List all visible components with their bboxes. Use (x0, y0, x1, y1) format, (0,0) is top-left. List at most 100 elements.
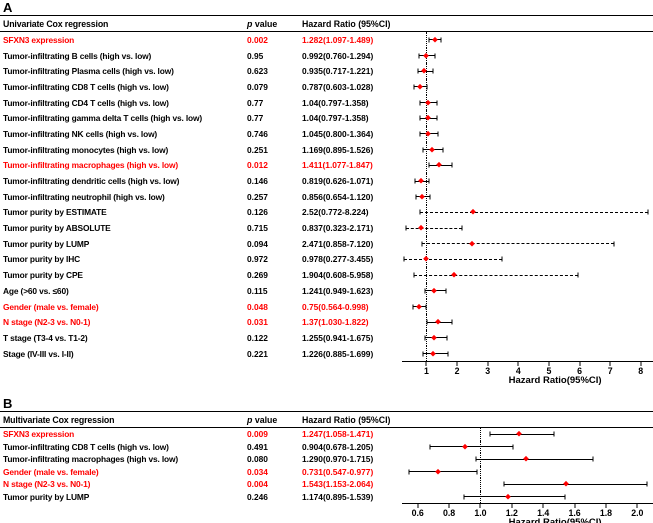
axis-tick (609, 362, 611, 366)
panel-b-header-row: Multivariate Cox regression p value Haza… (0, 411, 653, 428)
row-hr-ci: 0.787(0.603-1.028) (302, 81, 374, 92)
panel-a-header-model: Univariate Cox regression (3, 18, 109, 29)
row-p-value: 0.77 (247, 113, 264, 124)
row-p-value: 0.221 (247, 348, 268, 359)
ci-cap-high (425, 304, 427, 310)
panel-a-rows: SFXN3 expression 0.002 1.282(1.097-1.489) T… (0, 32, 653, 362)
row-label: Stage (IV-III vs. I-II) (3, 348, 74, 359)
hr-marker (435, 162, 443, 169)
panel-b-label: B (3, 396, 13, 411)
forest-row: Tumor-infiltrating Plasma cells (high vs… (0, 63, 653, 80)
pvalue-italic-p: p (247, 414, 253, 425)
ci-line (419, 211, 648, 213)
hr-marker (430, 350, 437, 357)
axis-tick-label: 1 (424, 366, 429, 377)
ci-cap-high (613, 241, 615, 247)
row-plot (402, 267, 653, 283)
hr-marker (428, 146, 435, 153)
row-plot (402, 440, 653, 453)
ci-cap-low (418, 53, 420, 59)
row-hr-ci: 1.247(1.058-1.471) (302, 429, 374, 440)
panel-a-label: A (3, 0, 13, 15)
reference-line (480, 478, 482, 491)
ci-cap-low (419, 209, 420, 215)
panel-a-univariate: A Univariate Cox regression p value Haza… (0, 1, 653, 386)
row-plot (402, 220, 653, 236)
ci-cap-high (451, 319, 453, 325)
row-plot (402, 314, 653, 331)
ci-cap-high (436, 100, 438, 106)
ci-line (429, 446, 513, 448)
row-plot (402, 110, 653, 127)
ci-line (463, 496, 565, 498)
ci-line (414, 274, 579, 276)
ci-cap-high (426, 84, 428, 90)
forest-row: Tumor-infiltrating CD4 T cells (high vs.… (0, 94, 653, 111)
row-plot (402, 345, 653, 362)
panel-b-header-pvalue: p value (244, 415, 300, 425)
row-plot (402, 32, 653, 48)
hr-marker (434, 319, 441, 326)
row-label: T stage (T3-4 vs. T1-2) (3, 332, 88, 343)
row-plot (402, 47, 653, 64)
axis-title: Hazard Ratio(95%CI) (508, 375, 602, 387)
hr-marker (435, 468, 442, 475)
row-p-value: 0.246 (247, 491, 268, 502)
row-p-value: 0.094 (247, 238, 268, 249)
row-hr-ci: 1.04(0.797-1.358) (302, 113, 369, 124)
ci-cap-low (463, 494, 465, 500)
ci-cap-low (403, 256, 405, 262)
hr-marker (417, 177, 425, 185)
ci-cap-high (592, 456, 594, 462)
hr-marker (422, 256, 429, 263)
row-plot (402, 188, 653, 205)
ci-cap-high (647, 209, 649, 215)
reference-line (426, 298, 428, 315)
forest-row: Gender (male vs. female) 0.034 0.731(0.547… (0, 465, 653, 478)
forest-row: Tumor purity by LUMP 0.246 1.174(0.895-1.5… (0, 490, 653, 503)
row-label: Age (>60 vs. ≤60) (3, 285, 69, 296)
row-p-value: 0.623 (247, 66, 268, 77)
panel-b-header-model: Multivariate Cox regression (3, 414, 115, 425)
row-hr-ci: 0.935(0.717-1.221) (302, 66, 374, 77)
forest-row: N stage (N2-3 vs. N0-1) 0.031 1.37(1.030-1… (0, 314, 653, 331)
axis-tick-label: 1.2 (505, 508, 518, 518)
row-hr-ci: 1.241(0.949-1.623) (302, 285, 374, 296)
axis-tick-label: 4 (515, 366, 521, 377)
row-plot (402, 94, 653, 111)
axis-tick-label: 1.6 (568, 508, 581, 518)
ci-line (475, 458, 593, 460)
row-label: Tumor-infiltrating B cells (high vs. low… (3, 50, 152, 61)
row-p-value: 0.715 (247, 223, 268, 234)
row-plot (402, 478, 653, 491)
row-p-value: 0.77 (247, 97, 264, 108)
row-hr-ci: 2.52(0.772-8.224) (302, 207, 369, 218)
ci-cap-high (446, 335, 448, 341)
panel-b-header-hr: Hazard Ratio (95%CI) (302, 414, 391, 425)
row-hr-ci: 1.04(0.797-1.358) (302, 97, 369, 108)
row-p-value: 0.034 (247, 466, 268, 477)
row-hr-ci: 0.837(0.323-2.171) (302, 223, 374, 234)
row-plot (402, 330, 653, 346)
row-hr-ci: 1.290(0.970-1.715) (302, 454, 374, 465)
axis-title: Hazard Ratio(95%CI) (508, 517, 602, 523)
ci-cap-low (405, 225, 407, 231)
ci-line (405, 227, 463, 229)
forest-row: Tumor purity by IHC 0.972 0.978(0.277-3.45… (0, 251, 653, 268)
axis-tick-label: 7 (607, 366, 613, 377)
row-hr-ci: 1.174(0.895-1.539) (302, 491, 374, 502)
row-plot (402, 428, 653, 441)
axis-tick (425, 362, 427, 366)
row-plot (402, 173, 653, 189)
row-p-value: 0.95 (247, 50, 264, 61)
ci-cap-high (501, 256, 503, 262)
ci-cap-high (442, 147, 444, 153)
axis-tick-label: 6 (577, 366, 582, 377)
hr-marker (416, 83, 424, 91)
ci-cap-low (422, 147, 424, 153)
panel-b-axis-row: 0.6 0.8 1.0 1.2 1.4 1.6 1.8 2.0 Hazard Ratio(95%… (0, 503, 653, 523)
hr-marker (516, 431, 523, 438)
axis-tick-label: 1.0 (474, 508, 487, 518)
row-plot (402, 235, 653, 252)
row-plot (402, 490, 653, 503)
